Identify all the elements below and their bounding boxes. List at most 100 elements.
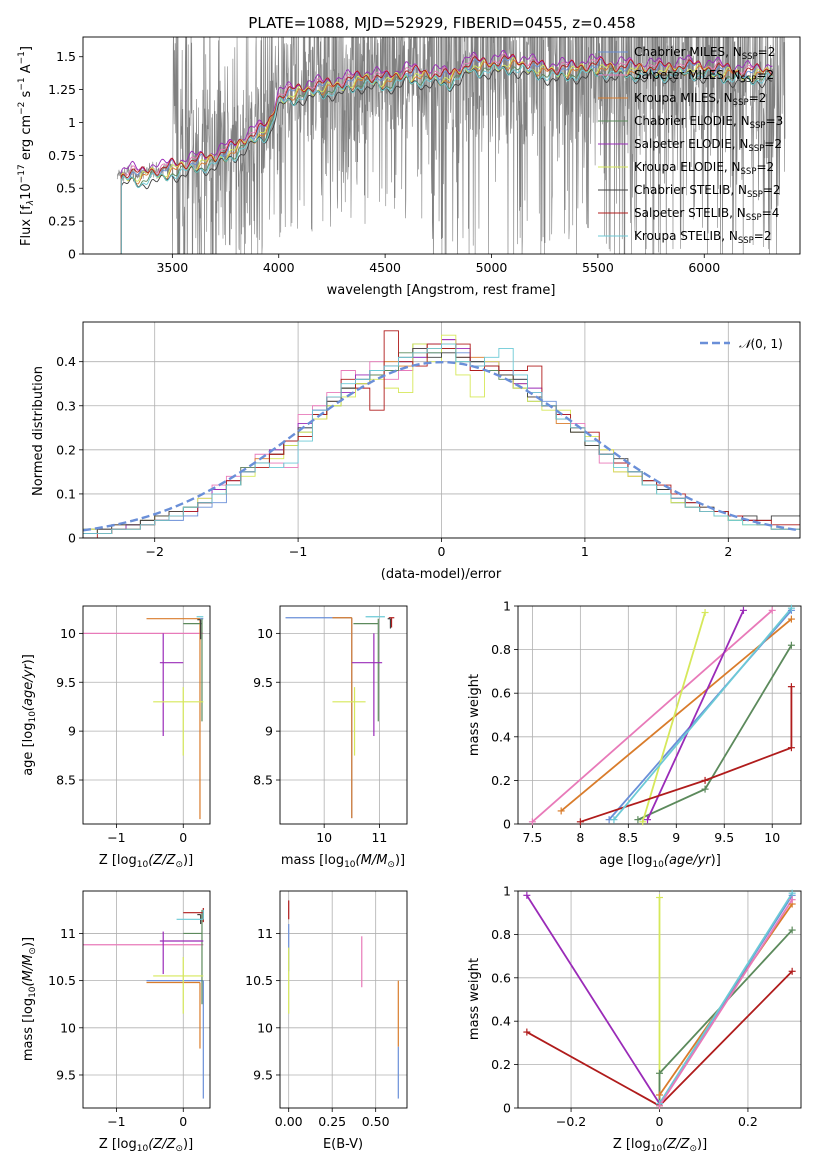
y-tick-label: 0	[503, 817, 511, 832]
age-vs-Z-panel-plot-area	[83, 606, 210, 824]
x-tick-label: 0	[179, 1114, 187, 1129]
legend-entry: Salpeter STELIB, NSSP=4	[634, 206, 779, 223]
y-tick-label: 0	[503, 1101, 511, 1116]
y-tick-label: 1.5	[56, 49, 76, 64]
mass-vs-EBV-panel-plot-area	[280, 891, 407, 1108]
x-tick-label: 8	[576, 830, 584, 845]
axes-frame	[82, 321, 801, 539]
y-tick-label: 10.5	[245, 973, 273, 988]
age-vs-mass-panel-plot-area	[280, 606, 407, 824]
legend-entry: Chabrier ELODIE, NSSP=3	[634, 114, 783, 131]
x-tick-label: 9	[672, 830, 680, 845]
x-tick-label: −0.2	[556, 1114, 586, 1129]
y-tick-label: 9.5	[56, 1067, 76, 1082]
residuals-legend: 𝒩(0, 1)	[700, 337, 783, 351]
y-tick-label: 0	[68, 531, 76, 546]
y-tick-label: 10	[60, 1020, 76, 1035]
x-axis-label: age [log10(age/yr)]	[599, 853, 721, 870]
y-tick-label: 0.8	[491, 927, 511, 942]
figure-title: PLATE=1088, MJD=52929, FIBERID=0455, z=0…	[248, 14, 635, 32]
x-tick-label: 1	[581, 544, 589, 559]
y-tick-label: 10	[257, 1020, 273, 1035]
y-tick-label: 0.4	[491, 1014, 511, 1029]
mass-weight-vs-age-panel: 7.5 8 8.5 9 9.5 10 0 0.2 0.4 0.6 0.8 1 age [log10(ag…	[467, 599, 802, 870]
y-tick-label: 0.8	[491, 642, 511, 657]
y-tick-label: 0.2	[56, 442, 76, 457]
x-tick-label: 7.5	[522, 830, 542, 845]
data-spectrum-line	[116, 37, 786, 254]
x-tick-label: 4000	[263, 260, 295, 275]
x-tick-label: 0.50	[362, 1114, 390, 1129]
mass-weight-vs-age-panel-plot-area	[518, 606, 801, 824]
legend-entry: Salpeter MILES, NSSP=2	[634, 68, 774, 85]
x-tick-label: −1	[107, 830, 125, 845]
mass-weight-vs-Z-panel: −0.2 0 0.2 0 0.2 0.4 0.6 0.8 1 Z [log10(Z/Z⊙)] mas…	[467, 884, 802, 1154]
model-spectrum-line	[120, 53, 773, 254]
x-tick-label: 5000	[476, 260, 508, 275]
x-axis-label: wavelength [Angstrom, rest frame]	[327, 283, 556, 298]
y-tick-label: 9	[265, 724, 273, 739]
y-tick-label: 0.3	[56, 398, 76, 413]
x-axis-label: Z [log10(Z/Z⊙)]	[99, 1137, 193, 1154]
y-tick-label: 0.6	[491, 970, 511, 985]
model-spectrum-line	[120, 60, 773, 254]
y-tick-label: 1	[503, 884, 511, 899]
spectrum-panel: 3500 4000 4500 5000 5500 6000 0 0.25 0.5 0.75 1 1.2…	[17, 36, 801, 298]
y-axis-label: Normed distribution	[31, 366, 46, 496]
y-tick-label: 0.2	[491, 1057, 511, 1072]
x-tick-label: 2	[724, 544, 732, 559]
y-tick-label: 10	[257, 626, 273, 641]
y-axis-label: mass weight	[467, 958, 482, 1040]
mass-weight-line	[658, 899, 793, 1107]
normal-curve	[83, 360, 800, 532]
x-tick-label: 8.5	[618, 830, 638, 845]
axes-frame	[279, 605, 408, 825]
y-tick-label: 8.5	[56, 773, 76, 788]
x-tick-label: 0	[438, 544, 446, 559]
model-spectrum-line	[120, 53, 773, 254]
y-tick-label: 1	[503, 599, 511, 614]
y-tick-label: 0.2	[491, 773, 511, 788]
x-tick-label: 11	[371, 830, 387, 845]
mass-weight-line	[531, 609, 773, 823]
x-tick-label: 5500	[582, 260, 614, 275]
x-tick-label: 6000	[688, 260, 720, 275]
y-axis-label: mass weight	[467, 674, 482, 756]
age-vs-Z-panel: −1 0 8.5 9 9.5 10 Z [log10(Z/Z⊙)] age [log10(ag…	[21, 605, 211, 870]
residuals-panel-plot-area	[83, 322, 800, 538]
y-tick-label: 1.25	[48, 82, 76, 97]
x-axis-label: (data-model)/error	[381, 567, 502, 582]
residuals-panel: −2 −1 0 1 2 0 0.1 0.2 0.3 0.4 (data-model)/error No…	[31, 321, 801, 582]
legend-entry: Chabrier MILES, NSSP=2	[634, 45, 775, 62]
x-tick-label: 0.25	[318, 1114, 346, 1129]
x-tick-label: 0	[179, 830, 187, 845]
y-tick-label: 9.5	[253, 1067, 273, 1082]
mass-weight-line	[658, 892, 793, 1105]
mass-weight-line	[658, 929, 793, 1104]
y-axis-label: Flux [fλ10−17 erg cm−2 s−1 A−1]	[17, 46, 36, 246]
mass-vs-Z-panel-plot-area	[83, 891, 210, 1108]
y-tick-label: 0.25	[48, 214, 76, 229]
legend-entry: Kroupa STELIB, NSSP=2	[634, 229, 772, 246]
axes-frame	[517, 605, 802, 825]
mass-weight-line	[613, 607, 793, 821]
spectrum-legend: Chabrier MILES, NSSP=2 Salpeter MILES, NS…	[598, 45, 783, 246]
x-tick-label: 10	[764, 830, 780, 845]
spectrum-panel-plot-area	[116, 37, 786, 254]
y-tick-label: 8.5	[253, 773, 273, 788]
x-axis-label: Z [log10(Z/Z⊙)]	[99, 853, 193, 870]
x-axis-label: Z [log10(Z/Z⊙)]	[613, 1137, 707, 1154]
y-tick-label: 0.6	[491, 686, 511, 701]
y-axis-label: mass [log10(M/M⊙)]	[21, 937, 38, 1061]
y-tick-label: 9	[68, 724, 76, 739]
age-vs-mass-panel: 10 11 8.5 9 9.5 10 mass [log10(M/M⊙)]	[253, 605, 408, 870]
x-tick-label: 4500	[369, 260, 401, 275]
x-tick-label: 9.5	[714, 830, 734, 845]
axes-frame	[82, 36, 801, 255]
y-tick-label: 9.5	[253, 675, 273, 690]
axes-frame	[82, 605, 211, 825]
x-tick-label: 0	[656, 1114, 664, 1129]
y-tick-label: 1	[68, 115, 76, 130]
y-tick-label: 10.5	[48, 973, 76, 988]
mass-vs-EBV-panel: 0.00 0.25 0.50 9.5 10 10.5 11 E(B-V)	[245, 890, 408, 1152]
